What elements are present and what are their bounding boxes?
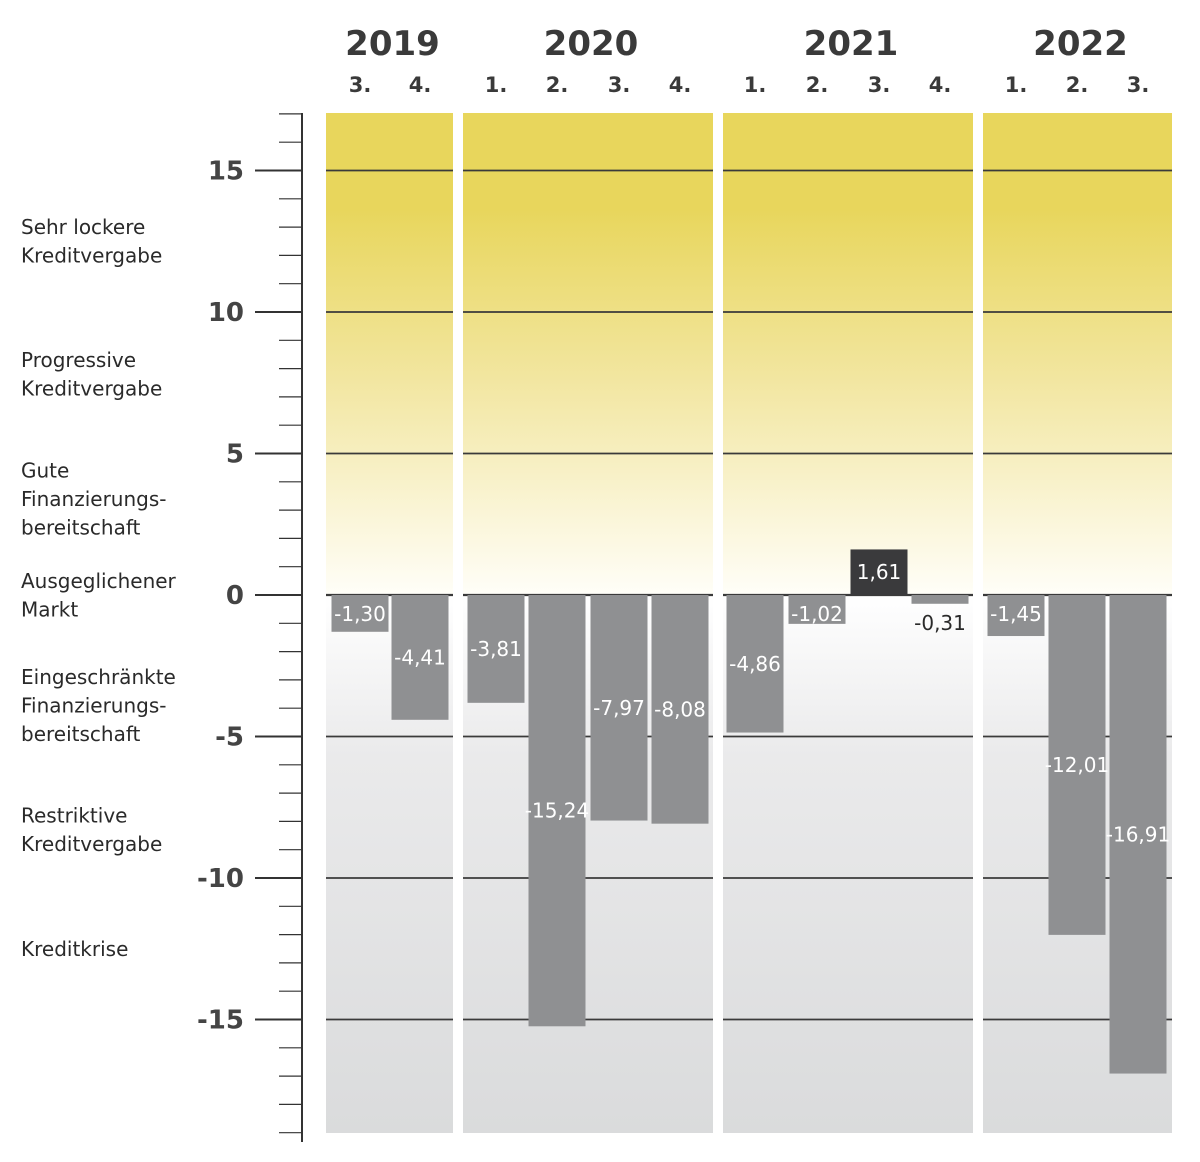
band-label: Progressive (21, 348, 136, 372)
panel-upper-2021 (723, 113, 973, 595)
quarter-label: 4. (929, 73, 952, 97)
year-label: 2021 (804, 24, 899, 64)
y-tick-label: -15 (197, 1006, 244, 1036)
band-label: Finanzierungs- (21, 693, 166, 717)
band-label: Gute (21, 458, 69, 482)
quarter-label: 3. (868, 73, 891, 97)
quarter-label: 1. (744, 73, 767, 97)
band-label: Markt (21, 597, 78, 621)
quarter-label: 3. (1127, 73, 1150, 97)
y-tick-label: -10 (197, 864, 244, 894)
y-axis: 15 10 5 0 -5 -10 -15 (197, 113, 303, 1142)
year-label: 2022 (1033, 24, 1128, 64)
quarter-label: 4. (669, 73, 692, 97)
bar (788, 595, 846, 624)
data-label: -3,81 (470, 637, 522, 661)
data-label: -1,30 (334, 602, 386, 626)
data-label: -12,01 (1045, 753, 1109, 777)
band-label: Sehr lockere (21, 215, 145, 239)
quarter-label: 2. (806, 73, 829, 97)
bar (987, 595, 1045, 637)
quarter-label: 1. (1005, 73, 1028, 97)
quarter-label: 3. (349, 73, 372, 97)
year-label: 2019 (345, 24, 440, 64)
bar (726, 595, 784, 733)
data-label: -15,24 (525, 799, 589, 823)
y-tick-label: -5 (215, 723, 244, 753)
band-label: bereitschaft (21, 515, 141, 539)
data-label: 1,61 (857, 560, 902, 584)
band-label: Kreditkrise (21, 937, 128, 961)
year-label: 2020 (544, 24, 639, 64)
quarter-label: 2. (1066, 73, 1089, 97)
quarter-label: 1. (485, 73, 508, 97)
data-label: -4,86 (729, 652, 781, 676)
bar (911, 595, 969, 604)
data-label: -7,97 (593, 696, 645, 720)
band-label: Eingeschränkte (21, 665, 176, 689)
quarter-label: 3. (608, 73, 631, 97)
data-label: -0,31 (914, 611, 966, 635)
y-tick-label: 0 (226, 581, 244, 611)
bar (528, 595, 586, 1027)
panel-upper-2022 (983, 113, 1172, 595)
band-label: Restriktive (21, 804, 127, 828)
band-label: Kreditvergabe (21, 377, 162, 401)
band-label: Kreditvergabe (21, 832, 162, 856)
band-label: Finanzierungs- (21, 487, 166, 511)
data-label: -1,02 (791, 602, 843, 626)
data-label: -1,45 (990, 602, 1042, 626)
panel-upper-2020 (463, 113, 713, 595)
y-tick-label: 15 (208, 157, 244, 187)
band-label: Kreditvergabe (21, 244, 162, 268)
quarter-label: 4. (409, 73, 432, 97)
quarter-label: 2. (546, 73, 569, 97)
band-labels: Sehr lockere Kreditvergabe Progressive Kred… (21, 215, 177, 961)
bar (850, 549, 908, 595)
bar (1109, 595, 1167, 1074)
bar (391, 595, 449, 720)
panel-upper-2019 (326, 113, 453, 595)
y-tick-label: 5 (226, 440, 244, 470)
bar (1048, 595, 1106, 935)
data-label: -4,41 (394, 645, 446, 669)
bar (590, 595, 648, 821)
y-tick-label: 10 (208, 298, 244, 328)
data-label: -16,91 (1106, 822, 1170, 846)
bars: -1,30 -4,41 -3,81 -15,24 -7,97 -8,08 -4,86 -1,0… (331, 549, 1170, 1074)
band-label: bereitschaft (21, 722, 141, 746)
bar (467, 595, 525, 703)
bar (331, 595, 389, 632)
band-label: Ausgeglichener (21, 569, 177, 593)
bar (651, 595, 709, 824)
data-label: -8,08 (654, 697, 706, 721)
